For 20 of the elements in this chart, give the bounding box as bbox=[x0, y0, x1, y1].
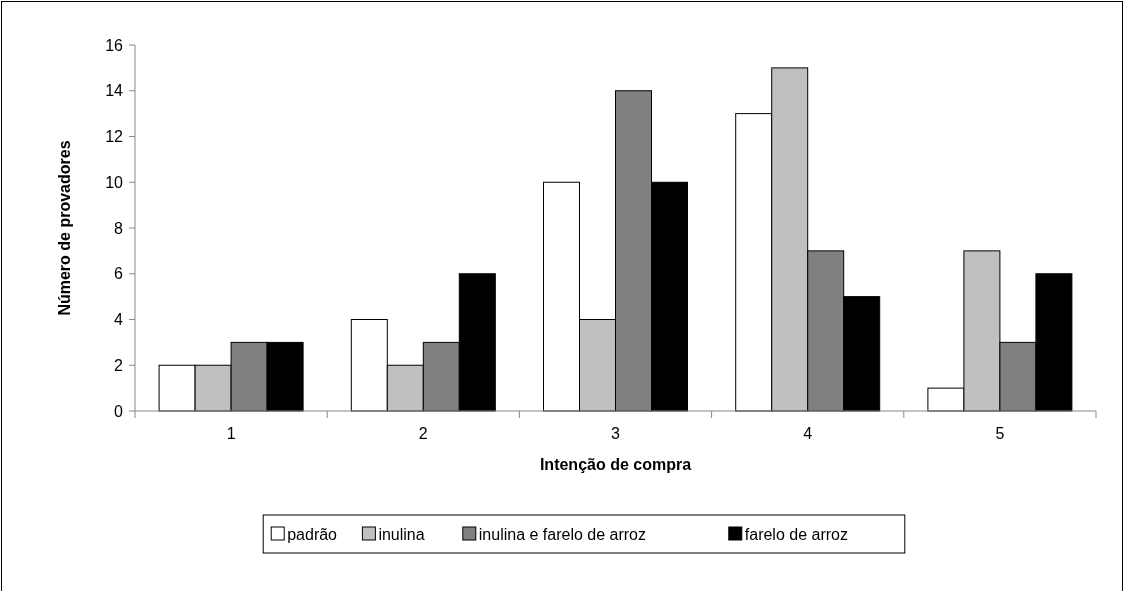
y-tick-label: 14 bbox=[105, 82, 124, 100]
x-tick-label: 2 bbox=[418, 425, 428, 442]
x-axis-title: Intenção de compra bbox=[539, 456, 692, 473]
x-tick-label: 5 bbox=[995, 425, 1005, 442]
y-tick-label: 12 bbox=[105, 128, 124, 146]
legend-label: farelo de arroz bbox=[744, 525, 848, 543]
legend-label: padrão bbox=[287, 525, 338, 543]
legend-label: inulina bbox=[378, 525, 425, 543]
y-tick-label: 16 bbox=[105, 36, 124, 54]
x-tick-label: 1 bbox=[226, 425, 236, 442]
y-tick-label: 2 bbox=[114, 356, 124, 374]
y-tick-label: 4 bbox=[114, 311, 124, 329]
y-tick-label: 0 bbox=[114, 402, 124, 420]
y-tick-label: 8 bbox=[114, 219, 124, 237]
legend-label: inulina e farelo de arroz bbox=[478, 525, 647, 543]
x-tick-label: 4 bbox=[803, 425, 813, 442]
y-axis-title: Número de provadores bbox=[56, 140, 73, 316]
y-tick-label: 10 bbox=[105, 173, 124, 191]
x-tick-label: 3 bbox=[611, 425, 621, 442]
y-tick-label: 6 bbox=[114, 265, 124, 283]
